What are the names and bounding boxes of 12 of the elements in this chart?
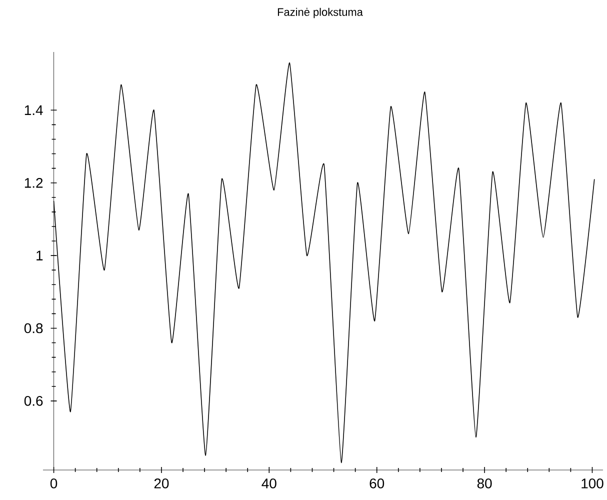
y-tick-label: 1: [36, 250, 43, 260]
x-tick-label: 80: [477, 478, 492, 488]
x-tick-label: 40: [262, 478, 276, 488]
y-tick-label: 0.6: [24, 396, 43, 406]
x-tick-label: 20: [154, 478, 169, 488]
y-tick-label: 1.2: [24, 178, 43, 188]
chart-title: Fazinė plokstuma: [278, 8, 363, 18]
x-tick-label: 0: [50, 478, 58, 488]
y-tick-label: 0.8: [24, 323, 43, 334]
x-tick-label: 60: [370, 478, 384, 488]
y-tick-label: 1.4: [24, 105, 43, 115]
x-tick-label: 100: [582, 478, 604, 488]
